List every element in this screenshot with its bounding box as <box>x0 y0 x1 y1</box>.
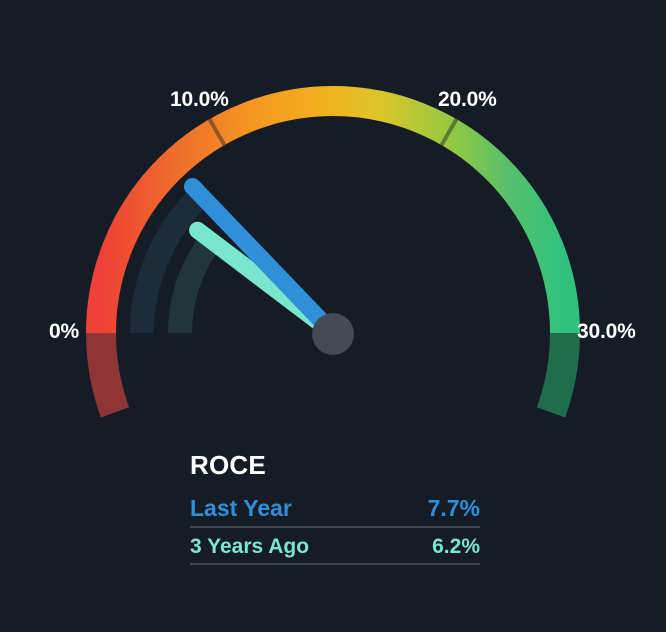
legend-row-three-years-ago: 3 Years Ago 6.2% <box>190 535 480 565</box>
gauge-track-three-years <box>168 233 221 334</box>
gauge-track-last-year <box>130 186 210 334</box>
axis-label-min: 0% <box>49 320 79 343</box>
gauge-tick-20 <box>439 118 459 147</box>
axis-label-10: 10.0% <box>170 88 229 111</box>
gauge-hub <box>312 313 354 355</box>
legend-label-last-year: Last Year <box>190 495 292 521</box>
legend-value-last-year: 7.7% <box>427 495 480 521</box>
gauge-value-arc <box>86 86 580 334</box>
legend-label-three-years-ago: 3 Years Ago <box>190 535 310 558</box>
needle-last-year <box>183 177 342 342</box>
gauge-legend: ROCE Last Year 7.7% 3 Years Ago 6.2% <box>190 452 480 565</box>
legend-value-three-years-ago: 6.2% <box>432 535 480 558</box>
gauge-underflow-arc <box>86 332 130 418</box>
gauge-tick-10 <box>207 118 227 147</box>
gauge-overflow-arc <box>536 332 580 418</box>
legend-row-last-year: Last Year 7.7% <box>190 495 480 528</box>
axis-label-20: 20.0% <box>438 88 497 111</box>
axis-label-max: 30.0% <box>577 320 636 343</box>
metric-title: ROCE <box>190 450 266 480</box>
